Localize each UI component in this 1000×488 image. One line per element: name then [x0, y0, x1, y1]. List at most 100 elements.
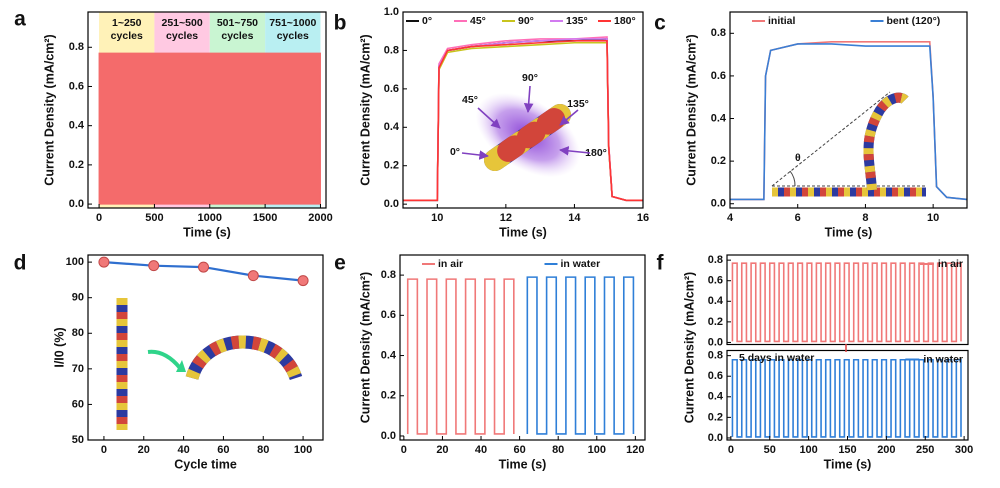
rope-b — [484, 104, 571, 171]
y-axis-title: Current Density (mA/cm²) — [684, 34, 698, 185]
y-tick-label: 80 — [72, 327, 84, 339]
x-tick-label: 40 — [177, 444, 189, 456]
x-tick-label: 80 — [257, 444, 269, 456]
x-tick-label: 20 — [436, 444, 448, 456]
x-tick-label: 14 — [568, 212, 581, 224]
region-label: cycles — [111, 30, 143, 42]
y-tick-label: 0.4 — [381, 349, 397, 361]
y-tick-label: 0.0 — [708, 432, 723, 444]
series-line — [730, 43, 968, 201]
x-tick-label: 40 — [475, 444, 487, 456]
x-tick-label: 0 — [728, 444, 734, 456]
x-tick-label: 100 — [799, 444, 817, 456]
x-axis-title: Time (s) — [183, 225, 231, 239]
inset-label: 0° — [450, 146, 460, 158]
y-tick-label: 0.4 — [69, 120, 85, 132]
x-tick-label: 2000 — [308, 212, 332, 224]
inset-c — [771, 91, 926, 197]
y-tick-label: 0.8 — [708, 350, 723, 362]
legend-label: bent (120°) — [887, 15, 941, 27]
y-tick-label: 0.6 — [708, 370, 723, 382]
y-tick-label: 0.6 — [381, 309, 396, 321]
inset-label: 45° — [462, 94, 478, 106]
y-tick-label: 0.2 — [708, 411, 723, 423]
x-tick-label: 150 — [838, 444, 856, 456]
x-tick-label: 12 — [500, 212, 512, 224]
series-line — [731, 262, 962, 343]
inset-label: 180° — [585, 147, 607, 159]
y-tick-label: 0.8 — [384, 44, 399, 56]
y-axis-title: Current Density (mA/cm²) — [42, 34, 56, 185]
y-tick-label: 90 — [72, 292, 84, 304]
region-label: 751~1000 — [269, 17, 316, 29]
x-tick-label: 4 — [727, 212, 734, 224]
arrows-b — [461, 85, 591, 160]
annotation: θ — [795, 152, 801, 164]
y-tick-label: 50 — [72, 434, 84, 446]
x-tick-label: 200 — [877, 444, 895, 456]
panel-letter: e — [334, 252, 346, 275]
point — [297, 275, 309, 287]
region-label: cycles — [277, 30, 309, 42]
y-tick-label: 0.2 — [384, 160, 399, 172]
legend-label: 90° — [518, 15, 534, 27]
inset-label: 135° — [567, 98, 589, 110]
region-label: 251~500 — [162, 17, 203, 29]
y-tick-label: 0.0 — [381, 430, 396, 442]
legend-label: 45° — [470, 15, 486, 27]
region-label: cycles — [221, 30, 253, 42]
x-axis-title: Time (s) — [499, 225, 547, 239]
y-axis-title: Current Density (mA/cm²) — [682, 272, 696, 423]
legend-label: 135° — [566, 15, 588, 27]
legend-label: in air — [938, 258, 963, 270]
series-line — [403, 40, 643, 202]
x-tick-label: 1000 — [198, 212, 222, 224]
y-tick-label: 0.8 — [381, 269, 396, 281]
x-tick-label: 60 — [513, 444, 525, 456]
x-tick-label: 0 — [96, 212, 102, 224]
y-tick-label: 0.8 — [711, 27, 726, 39]
point — [198, 261, 210, 273]
y-axis-title: I/I0 (%) — [52, 327, 66, 367]
plot-frame — [87, 254, 324, 441]
y-tick-label: 0.8 — [69, 41, 84, 53]
inset-art — [116, 85, 926, 430]
x-axis-title: Cycle time — [174, 457, 237, 471]
x-tick-label: 0 — [101, 444, 107, 456]
x-tick-label: 1500 — [253, 212, 277, 224]
y-tick-label: 0.2 — [711, 155, 726, 167]
y-tick-label: 0.6 — [69, 80, 84, 92]
y-tick-label: 0.6 — [384, 83, 399, 95]
y-tick-label: 70 — [72, 363, 84, 375]
y-tick-label: 0.2 — [69, 159, 84, 171]
x-tick-label: 50 — [764, 444, 776, 456]
plot-frame — [402, 11, 644, 209]
panel-letter: b — [334, 12, 347, 35]
area — [98, 52, 321, 205]
x-axis-title: Time (s) — [499, 457, 547, 471]
y-axis-title: Current Density (mA/cm²) — [358, 34, 372, 185]
y-tick-label: 0.4 — [708, 391, 724, 403]
y-tick-label: 0.4 — [384, 121, 400, 133]
panel-letter: a — [14, 8, 26, 31]
legend-label: in water — [923, 353, 963, 365]
x-tick-label: 6 — [795, 212, 801, 224]
plot-frame — [399, 254, 646, 441]
legend-label: 180° — [614, 15, 636, 27]
x-tick-label: 250 — [916, 444, 934, 456]
y-tick-label: 0.2 — [381, 390, 396, 402]
region-label: cycles — [166, 30, 198, 42]
legend-label: in water — [561, 258, 601, 270]
point — [148, 260, 160, 272]
annotation: 5 days in water — [739, 352, 814, 364]
x-axis-title: Time (s) — [824, 457, 872, 471]
panel-letter: c — [654, 12, 666, 35]
x-tick-label: 10 — [927, 212, 939, 224]
y-tick-label: 0.0 — [69, 198, 84, 210]
panel-letter: d — [14, 252, 27, 275]
legend-label: initial — [768, 15, 796, 27]
x-tick-label: 16 — [637, 212, 649, 224]
y-axis-title: Current Density (mA/cm²) — [358, 272, 372, 423]
inset-d — [116, 298, 303, 430]
